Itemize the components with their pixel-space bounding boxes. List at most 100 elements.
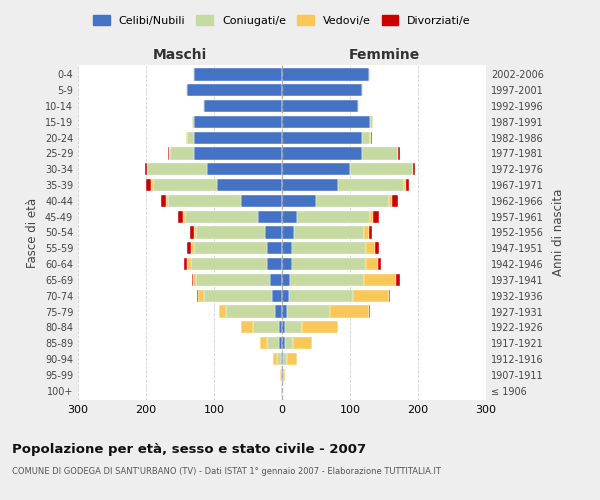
Bar — [358, 100, 359, 112]
Text: Maschi: Maschi — [153, 48, 207, 62]
Bar — [281, 368, 282, 381]
Bar — [273, 353, 277, 365]
Bar — [270, 274, 282, 286]
Bar — [258, 210, 282, 223]
Bar — [282, 68, 369, 80]
Bar — [187, 258, 191, 270]
Bar — [184, 258, 187, 270]
Bar — [275, 306, 282, 318]
Bar — [350, 163, 413, 175]
Bar — [241, 194, 282, 207]
Bar — [187, 242, 191, 254]
Bar — [353, 290, 389, 302]
Bar — [153, 179, 217, 192]
Bar — [203, 100, 204, 112]
Bar — [166, 194, 168, 207]
Bar — [191, 258, 267, 270]
Bar — [281, 353, 282, 365]
Bar — [282, 226, 294, 238]
Bar — [413, 163, 415, 175]
Bar — [197, 290, 199, 302]
Bar — [279, 337, 282, 349]
Bar — [287, 353, 297, 365]
Bar — [190, 226, 194, 238]
Bar — [282, 368, 283, 381]
Bar — [192, 116, 194, 128]
Bar — [297, 210, 370, 223]
Bar — [194, 68, 282, 80]
Bar — [392, 194, 398, 207]
Bar — [169, 148, 170, 160]
Bar — [283, 353, 287, 365]
Bar — [194, 226, 196, 238]
Bar — [378, 258, 381, 270]
Bar — [282, 290, 289, 302]
Bar — [191, 242, 194, 254]
Bar — [370, 116, 373, 128]
Bar — [396, 274, 400, 286]
Bar — [282, 210, 297, 223]
Bar — [191, 274, 193, 286]
Bar — [196, 274, 270, 286]
Bar — [282, 84, 362, 96]
Bar — [282, 337, 285, 349]
Bar — [207, 163, 282, 175]
Bar — [293, 337, 312, 349]
Bar — [370, 132, 371, 144]
Bar — [282, 100, 358, 112]
Bar — [373, 210, 379, 223]
Bar — [282, 179, 338, 192]
Bar — [362, 84, 363, 96]
Bar — [196, 226, 265, 238]
Bar — [186, 84, 187, 96]
Bar — [282, 116, 370, 128]
Bar — [362, 148, 398, 160]
Bar — [362, 132, 370, 144]
Bar — [185, 210, 258, 223]
Bar — [364, 226, 369, 238]
Bar — [282, 242, 292, 254]
Bar — [265, 226, 282, 238]
Bar — [217, 179, 282, 192]
Bar — [282, 321, 286, 334]
Bar — [282, 148, 362, 160]
Bar — [204, 290, 272, 302]
Text: Femmine: Femmine — [349, 48, 419, 62]
Bar — [151, 179, 153, 192]
Bar — [371, 132, 372, 144]
Bar — [194, 148, 282, 160]
Bar — [194, 116, 282, 128]
Bar — [267, 258, 282, 270]
Bar — [204, 100, 282, 112]
Bar — [365, 258, 378, 270]
Bar — [193, 68, 194, 80]
Bar — [161, 194, 166, 207]
Bar — [286, 321, 302, 334]
Bar — [168, 194, 241, 207]
Bar — [290, 274, 364, 286]
Bar — [145, 163, 146, 175]
Bar — [282, 274, 290, 286]
Bar — [280, 368, 281, 381]
Bar — [241, 321, 253, 334]
Bar — [281, 384, 282, 396]
Bar — [292, 258, 365, 270]
Bar — [375, 242, 379, 254]
Bar — [253, 321, 278, 334]
Y-axis label: Fasce di età: Fasce di età — [26, 198, 39, 268]
Bar — [282, 353, 283, 365]
Text: COMUNE DI GODEGA DI SANT'URBANO (TV) - Dati ISTAT 1° gennaio 2007 - Elaborazione: COMUNE DI GODEGA DI SANT'URBANO (TV) - D… — [12, 468, 441, 476]
Bar — [369, 226, 373, 238]
Bar — [260, 337, 267, 349]
Bar — [364, 274, 396, 286]
Bar — [194, 132, 282, 144]
Bar — [220, 306, 226, 318]
Bar — [283, 368, 286, 381]
Bar — [389, 194, 392, 207]
Bar — [186, 132, 187, 144]
Bar — [282, 258, 292, 270]
Bar — [316, 194, 389, 207]
Bar — [194, 242, 267, 254]
Bar — [370, 210, 373, 223]
Bar — [302, 321, 338, 334]
